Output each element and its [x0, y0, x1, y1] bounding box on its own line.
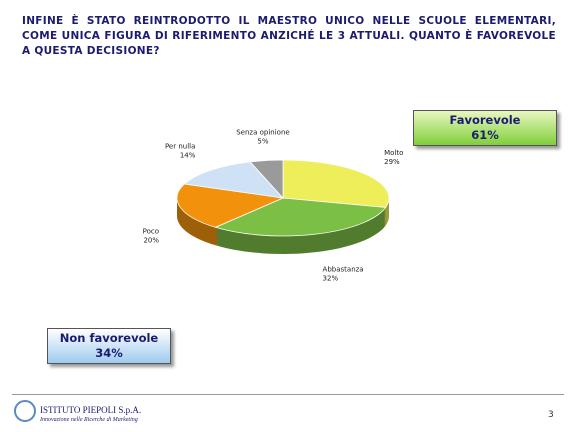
slice-value-label: 5%: [257, 138, 268, 146]
page-number: 3: [548, 410, 554, 420]
summary-label: Favorevole: [449, 113, 521, 127]
slice-label: Per nulla: [165, 143, 195, 151]
slice: [176, 183, 285, 228]
summary-value: 61%: [471, 128, 499, 142]
summary-value: 34%: [95, 346, 123, 360]
footer-rule: [12, 394, 564, 395]
summary-box: Non favorevole 34%: [47, 328, 171, 364]
slice: [282, 159, 390, 208]
slice-label: Senza opinione: [236, 129, 289, 137]
tagline: Innovazione nelle Ricerche di Marketing: [40, 417, 138, 423]
logo: [14, 400, 36, 422]
summary-box: Favorevole 61%: [413, 110, 557, 146]
chart-title: INFINE È STATO REINTRODOTTO IL MAESTRO U…: [22, 15, 556, 57]
slice-value-label: 32%: [323, 274, 339, 282]
company: ISTITUTO PIEPOLI S.p.A.: [40, 405, 142, 415]
slice: [214, 197, 387, 237]
slice-value-label: 29%: [384, 158, 400, 166]
slice: [249, 159, 284, 200]
slice-label: Abbastanza: [323, 265, 364, 273]
summary-label: Non favorevole: [59, 331, 159, 345]
slice-label: Poco: [143, 227, 159, 235]
slice-value-label: 14%: [180, 152, 196, 160]
slice-label: Molto: [384, 149, 403, 157]
slice-value-label: 20%: [143, 236, 159, 244]
